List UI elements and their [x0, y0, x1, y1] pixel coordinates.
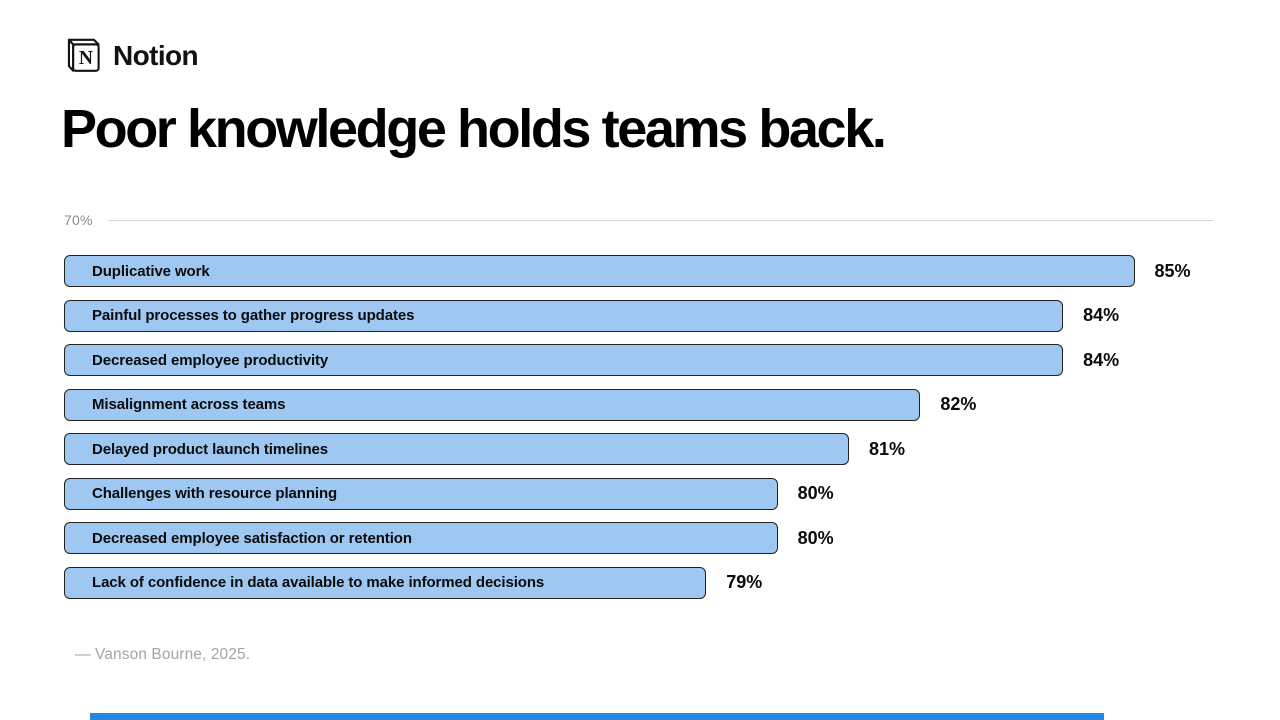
notion-logo-icon: N	[63, 36, 102, 75]
brand-header: N Notion	[63, 36, 199, 75]
bar-value-label: 84%	[1083, 349, 1120, 370]
bar-label: Painful processes to gather progress upd…	[92, 307, 415, 324]
bar-label: Challenges with resource planning	[92, 485, 338, 502]
source-citation: — Vanson Bourne, 2025.	[75, 646, 251, 663]
axis-row: 70%	[64, 212, 1213, 228]
bar-row: Duplicative work 85%	[64, 255, 1213, 287]
bar: Challenges with resource planning	[64, 477, 778, 510]
bottom-accent-bar	[90, 713, 1104, 720]
bar-value-label: 85%	[1154, 260, 1191, 281]
bar-row: Decreased employee satisfaction or reten…	[64, 522, 1213, 554]
bar-value-label: 80%	[797, 483, 834, 503]
bar-label: Duplicative work	[92, 262, 210, 280]
bar-row: Decreased employee productivity 84%	[64, 344, 1213, 376]
bar: Lack of confidence in data available to …	[64, 566, 707, 599]
brand-name: Notion	[113, 39, 199, 71]
bar-value-label: 82%	[940, 394, 977, 414]
svg-text:N: N	[79, 48, 93, 69]
axis-min-label: 70%	[64, 212, 93, 228]
bar-value-label: 80%	[797, 527, 834, 548]
bar-row: Delayed product launch timelines 81%	[64, 433, 1213, 465]
bar-label: Delayed product launch timelines	[92, 440, 329, 458]
bar-row: Misalignment across teams 82%	[64, 388, 1213, 421]
bar-row: Challenges with resource planning 80%	[64, 477, 1213, 510]
page-title: Poor knowledge holds teams back.	[61, 99, 887, 159]
bar-value-label: 79%	[726, 572, 763, 592]
bar-value-label: 84%	[1083, 305, 1120, 325]
bar: Painful processes to gather progress upd…	[64, 299, 1064, 332]
bar-value-label: 81%	[868, 438, 906, 459]
bar-label: Decreased employee productivity	[92, 351, 329, 369]
bar: Delayed product launch timelines	[64, 433, 849, 465]
bar: Misalignment across teams	[64, 388, 921, 421]
bar-row: Lack of confidence in data available to …	[64, 566, 1213, 599]
axis-line	[107, 219, 1213, 221]
bar: Decreased employee productivity	[64, 344, 1064, 376]
bar-chart: 70% Duplicative work 85% Painful process…	[64, 212, 1213, 599]
bar: Decreased employee satisfaction or reten…	[64, 522, 778, 554]
bar-label: Lack of confidence in data available to …	[92, 574, 545, 591]
bar-label: Decreased employee satisfaction or reten…	[92, 529, 412, 547]
bar-list: Duplicative work 85% Painful processes t…	[64, 255, 1213, 599]
bar-row: Painful processes to gather progress upd…	[64, 299, 1213, 332]
bar: Duplicative work	[64, 255, 1135, 287]
bar-label: Misalignment across teams	[92, 396, 286, 413]
